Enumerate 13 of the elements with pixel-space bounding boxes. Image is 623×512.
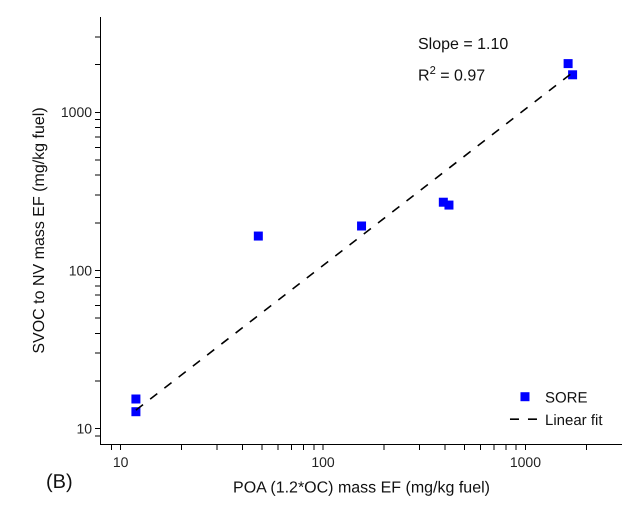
y-tick-label: 1000	[60, 104, 92, 120]
x-tick-label: 1000	[510, 454, 542, 470]
x-tick-label: 100	[311, 454, 335, 470]
x-tick-label: 10	[112, 454, 129, 470]
y-tick-label: 10	[76, 420, 92, 437]
text: (B)	[46, 471, 73, 493]
annotation: R$^{2}$ = 0.97	[418, 65, 486, 85]
y-tick-label: 100	[68, 262, 92, 278]
legend-label: SORE	[544, 390, 588, 407]
annotation: Slope = 1.10	[418, 36, 508, 53]
y-axis-title: SVOC to NV mass EF (mg/kg fuel)	[30, 107, 48, 354]
legend-label: Linear fit	[544, 412, 604, 430]
x-axis-title: POA (1.2*OC) mass EF (mg/kg fuel)	[233, 480, 490, 497]
